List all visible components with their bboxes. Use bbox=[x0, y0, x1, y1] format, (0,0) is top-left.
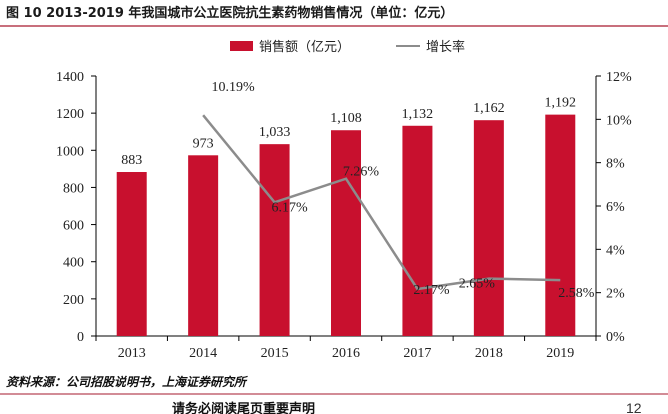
source-note: 资料来源：公司招股说明书，上海证券研究所 bbox=[6, 375, 248, 389]
bar-series bbox=[116, 114, 576, 337]
bar-value-label: 1,162 bbox=[473, 101, 505, 116]
y-right-tick-label: 2% bbox=[606, 287, 625, 302]
y-right-tick-label: 8% bbox=[606, 157, 625, 172]
x-tick-label: 2014 bbox=[189, 346, 217, 361]
bar-2016 bbox=[331, 130, 361, 336]
line-series bbox=[202, 114, 561, 291]
y-left-tick-label: 1400 bbox=[56, 70, 84, 85]
bar-value-label: 1,192 bbox=[545, 96, 577, 111]
bar-2019 bbox=[545, 114, 576, 336]
bar-value-label: 973 bbox=[193, 136, 214, 151]
bar-2015 bbox=[259, 144, 290, 336]
bar-2018 bbox=[473, 120, 504, 336]
bar-value-label: 1,108 bbox=[330, 111, 362, 126]
y-left-tick-label: 800 bbox=[63, 181, 84, 196]
y-left-tick-label: 400 bbox=[63, 256, 84, 271]
growth-value-label: 2.65% bbox=[459, 277, 496, 292]
y-right-tick-label: 4% bbox=[606, 243, 625, 258]
data-labels: 883 973 1,033 1,108 1,132 1,162 1,192 10.19% 6.1… bbox=[121, 80, 594, 301]
x-tick-label: 2019 bbox=[546, 346, 574, 361]
y-right-tick-label: 6% bbox=[606, 200, 625, 215]
legend-bar-swatch bbox=[230, 41, 253, 51]
x-tick-label: 2016 bbox=[332, 346, 360, 361]
x-tick-label: 2018 bbox=[475, 346, 503, 361]
legend: 销售额（亿元） 增长率 bbox=[230, 39, 465, 55]
growth-value-label: 6.17% bbox=[271, 200, 308, 215]
y-left-tick-label: 0 bbox=[77, 330, 84, 345]
page-number: 12 bbox=[626, 400, 642, 414]
axes: 0 200 400 600 800 1000 1200 1400 0% 2% 4% 6% 8% 10% 12… bbox=[56, 70, 632, 361]
y-left-tick-label: 1000 bbox=[56, 144, 84, 159]
figure-title: 图 10 2013-2019 年我国城市公立医院抗生素药物销售情况（单位：亿元） bbox=[6, 5, 453, 21]
bar-value-label: 1,033 bbox=[259, 125, 291, 140]
bar-2013 bbox=[116, 172, 147, 336]
y-left-tick-label: 1200 bbox=[56, 107, 84, 122]
growth-value-label: 10.19% bbox=[212, 80, 256, 95]
x-tick-label: 2015 bbox=[261, 346, 289, 361]
growth-value-label: 7.26% bbox=[343, 165, 380, 180]
growth-value-label: 2.17% bbox=[413, 283, 450, 298]
x-tick-label: 2013 bbox=[118, 346, 146, 361]
legend-line-label: 增长率 bbox=[426, 39, 465, 55]
footer-disclaimer: 请务必阅读尾页重要声明 bbox=[172, 401, 315, 414]
y-right-tick-label: 12% bbox=[606, 70, 632, 85]
x-tick-label: 2017 bbox=[403, 346, 431, 361]
growth-rate-line bbox=[202, 114, 561, 291]
bar-2014 bbox=[188, 155, 219, 336]
growth-value-label: 2.58% bbox=[558, 286, 595, 301]
y-right-tick-label: 10% bbox=[606, 113, 632, 128]
y-right-tick-label: 0% bbox=[606, 330, 625, 345]
bar-value-label: 1,132 bbox=[402, 107, 434, 122]
bar-2017 bbox=[402, 125, 433, 337]
y-left-tick-label: 200 bbox=[63, 293, 84, 308]
legend-bar-label: 销售额（亿元） bbox=[259, 39, 350, 55]
y-left-tick-label: 600 bbox=[63, 219, 84, 234]
bar-value-label: 883 bbox=[121, 153, 142, 168]
